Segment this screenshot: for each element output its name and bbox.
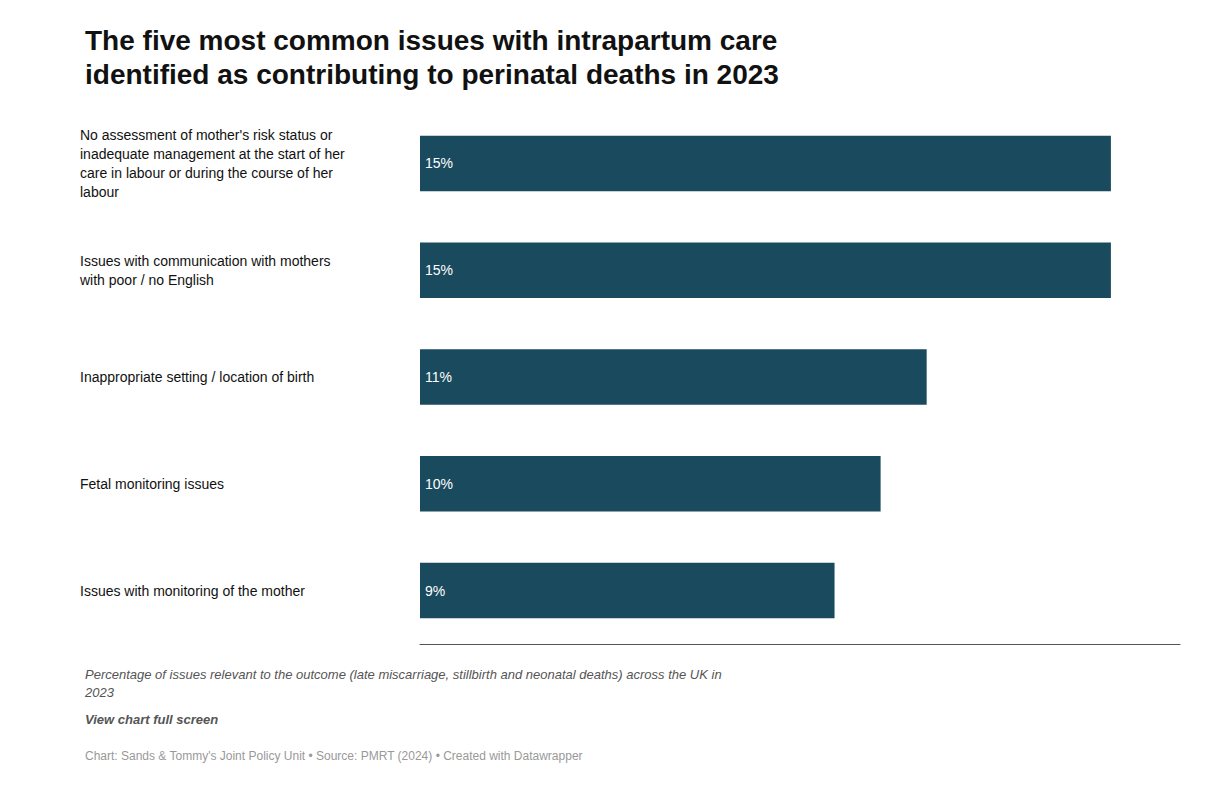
svg-text:View chart full screen: View chart full screen — [85, 712, 218, 727]
svg-text:15%: 15% — [425, 155, 453, 171]
svg-text:inadequate management at the s: inadequate management at the start of he… — [80, 146, 345, 162]
svg-text:Inappropriate setting / locati: Inappropriate setting / location of birt… — [80, 369, 314, 385]
svg-text:10%: 10% — [425, 476, 453, 492]
svg-text:No assessment of mother's risk: No assessment of mother's risk status or — [80, 127, 333, 143]
svg-text:15%: 15% — [425, 262, 453, 278]
svg-text:Issues with communication with: Issues with communication with mothers — [80, 253, 331, 269]
svg-text:labour: labour — [80, 184, 119, 200]
svg-text:Issues with monitoring of the: Issues with monitoring of the mother — [80, 583, 305, 599]
svg-text:with poor / no English: with poor / no English — [79, 272, 214, 288]
svg-text:Fetal monitoring issues: Fetal monitoring issues — [80, 476, 224, 492]
svg-text:Percentage of issues relevant: Percentage of issues relevant to the out… — [85, 667, 722, 682]
svg-text:2023: 2023 — [84, 685, 115, 700]
svg-text:11%: 11% — [425, 369, 452, 385]
svg-text:identified as contributing to: identified as contributing to perinatal … — [85, 59, 779, 90]
svg-text:The five most common issues wi: The five most common issues with intrapa… — [85, 25, 777, 56]
svg-text:Chart: Sands & Tommy's Joint P: Chart: Sands & Tommy's Joint Policy Unit… — [85, 749, 583, 763]
svg-text:9%: 9% — [425, 583, 445, 599]
svg-text:care in labour or during the c: care in labour or during the course of h… — [80, 165, 333, 181]
